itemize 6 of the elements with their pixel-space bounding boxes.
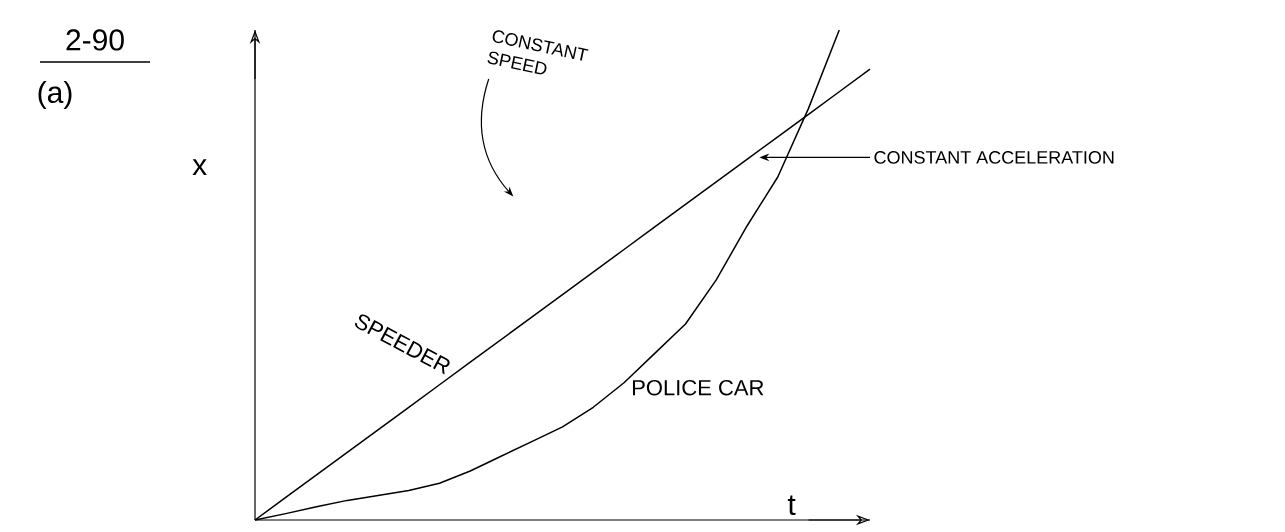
text: (a): [38, 81, 72, 109]
text: CONSTANT ACCELERATION: [874, 151, 1114, 164]
chart-title: 2-90: [66, 29, 124, 51]
y-axis-title: x: [192, 159, 207, 176]
x-axis-title: t: [787, 495, 796, 516]
series-label: POLICE CAR: [632, 379, 764, 396]
